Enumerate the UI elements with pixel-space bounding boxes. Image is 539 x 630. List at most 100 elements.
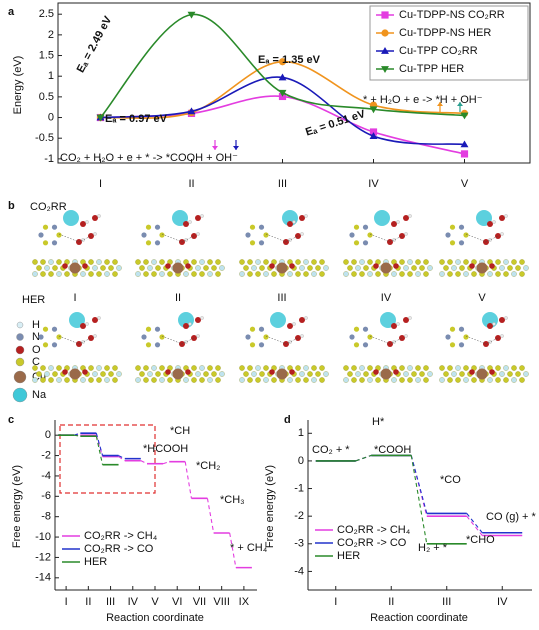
slab-atom: [159, 259, 165, 265]
cu-atom: [380, 262, 392, 274]
slab-atom: [36, 371, 42, 377]
slab-atom: [32, 259, 38, 265]
slab-atom: [487, 377, 493, 383]
slab-atom: [359, 271, 365, 277]
slab-atom: [207, 377, 213, 383]
slab-atom: [48, 377, 54, 383]
slab-atom: [391, 377, 397, 383]
slab-atom: [155, 265, 161, 271]
y-tick-label: 0: [298, 455, 304, 467]
slab-atom: [443, 371, 449, 377]
slab-atom: [112, 271, 118, 277]
slab-atom: [247, 259, 253, 265]
slab-atom: [80, 377, 86, 383]
slab-atom: [183, 271, 189, 277]
h-atom: [93, 334, 97, 338]
slab-atom: [203, 265, 209, 271]
slab-atom: [100, 265, 106, 271]
x-tick-label: I: [99, 178, 102, 190]
x-tick-label: V: [151, 596, 159, 608]
y-tick-label: -14: [35, 572, 51, 584]
x-axis-label: Reaction coordinate: [106, 612, 204, 624]
slab-atom: [323, 265, 329, 271]
slab-atom: [455, 377, 461, 383]
atom-legend: [15, 357, 25, 367]
slab-atom: [167, 271, 173, 277]
slab-atom: [191, 365, 197, 371]
slab-atom: [315, 265, 321, 271]
slab-atom: [523, 371, 529, 377]
o-atom: [393, 369, 399, 375]
slab-atom: [503, 271, 509, 277]
slab-atom: [239, 259, 245, 265]
row-label: HER: [22, 294, 45, 306]
slab-atom: [96, 259, 102, 265]
legend-label: HER: [84, 556, 107, 568]
h-atom: [304, 214, 308, 218]
slab-atom: [88, 271, 94, 277]
slab-atom: [311, 377, 317, 383]
slab-atom: [215, 271, 221, 277]
cu-atom: [476, 368, 488, 380]
slab-atom: [211, 371, 217, 377]
slab-atom: [112, 377, 118, 383]
ring-atom: [353, 326, 360, 332]
slab-atom: [207, 271, 213, 277]
slab-atom: [104, 377, 110, 383]
o-atom: [289, 369, 295, 375]
h-atom: [504, 316, 508, 320]
slab-atom: [343, 365, 349, 371]
slab-atom: [495, 259, 501, 265]
slab-atom: [319, 365, 325, 371]
y-tick-label: -2: [41, 449, 51, 461]
slab-atom: [135, 259, 141, 265]
marker: [460, 140, 469, 148]
slab-atom: [135, 365, 141, 371]
h-atom: [500, 334, 504, 338]
na-atom: [63, 210, 79, 226]
connector: [118, 456, 126, 462]
slab-atom: [143, 259, 149, 265]
slab-atom: [247, 365, 253, 371]
connector: [95, 436, 104, 465]
slab-atom: [116, 371, 122, 377]
slab-atom: [44, 265, 50, 271]
slab-atom: [515, 265, 521, 271]
slab-atom: [407, 271, 413, 277]
slab-atom: [519, 377, 525, 383]
slab-atom: [303, 377, 309, 383]
o-atom: [92, 317, 98, 323]
o-atom: [469, 263, 475, 269]
annotation: Eₐ = 0.51 eV: [304, 108, 367, 139]
h-atom: [408, 214, 412, 218]
slab-atom: [407, 377, 413, 383]
ring-atom: [56, 232, 62, 238]
slab-atom: [359, 259, 365, 265]
ring-atom: [249, 326, 256, 332]
slab-atom: [36, 265, 42, 271]
slab-atom: [399, 377, 405, 383]
slab-atom: [451, 371, 457, 377]
slab-atom: [399, 365, 405, 371]
h-atom: [85, 220, 89, 224]
slab-atom: [415, 377, 421, 383]
slab-atom: [511, 271, 517, 277]
slab-atom: [203, 371, 209, 377]
slab-atom: [44, 371, 50, 377]
annotation: Eₐ = 0.97 eV: [105, 113, 168, 125]
ring-atom: [154, 240, 161, 246]
annotation: Eₐ = 2.49 eV: [75, 14, 115, 75]
slab-atom: [251, 265, 257, 271]
slab-atom: [295, 259, 301, 265]
ring-atom: [145, 342, 152, 348]
y-tick-label: 0.5: [39, 91, 54, 103]
o-atom: [299, 215, 305, 221]
o-atom: [373, 263, 379, 269]
panel-a-frame: [57, 2, 531, 164]
h-atom: [300, 232, 304, 236]
na-atom: [270, 312, 286, 328]
row-label: CO₂RR: [30, 201, 67, 213]
slab-atom: [499, 265, 505, 271]
atom-label: C: [32, 356, 40, 368]
marker: [278, 73, 287, 81]
